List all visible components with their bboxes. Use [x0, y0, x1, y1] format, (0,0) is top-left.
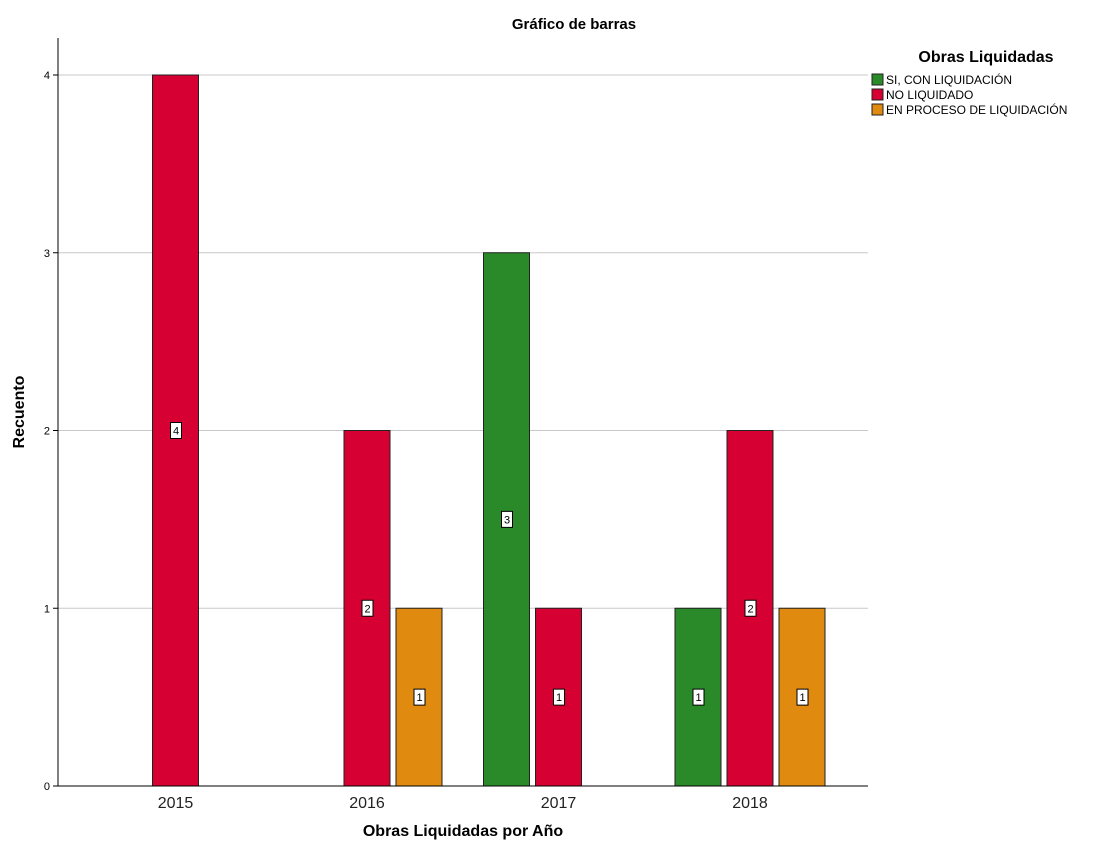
y-tick-label: 4 — [44, 70, 50, 82]
data-label: 3 — [504, 514, 510, 526]
legend-swatch — [871, 88, 884, 101]
data-label-box — [361, 599, 374, 617]
x-tick-label: 2017 — [541, 795, 577, 812]
data-label: 1 — [556, 692, 562, 704]
data-label-box — [553, 688, 565, 706]
data-label-box — [796, 688, 809, 706]
legend-title: Obras Liquidadas — [918, 49, 1053, 66]
data-label-box — [413, 688, 426, 706]
legend-swatch — [871, 103, 884, 116]
legend-swatch — [871, 73, 884, 86]
data-label: 1 — [695, 692, 701, 704]
data-labels: 3 1 4 2 1 2 1 1 — [170, 422, 809, 706]
y-tick-label: 0 — [44, 781, 50, 793]
y-tick-label: 3 — [44, 248, 50, 260]
x-tick-label: 2016 — [349, 795, 385, 812]
data-label: 2 — [364, 603, 370, 615]
y-tick-label: 1 — [44, 603, 50, 615]
data-label-box — [692, 688, 705, 706]
data-label: 4 — [173, 426, 179, 438]
y-tick-label: 2 — [44, 426, 50, 438]
data-label-box — [170, 422, 182, 439]
x-tick-label: 2015 — [158, 795, 194, 812]
x-axis-title: Obras Liquidadas por Año — [363, 823, 564, 840]
data-label: 1 — [799, 692, 805, 704]
data-label-box — [744, 599, 757, 617]
legend-label: NO LIQUIDADO — [886, 88, 973, 102]
data-label: 2 — [747, 603, 753, 615]
data-label-box — [501, 510, 513, 528]
y-axis-title: Recuento — [11, 375, 28, 448]
legend-label: SI, CON LIQUIDACIÓN — [886, 72, 1012, 87]
data-label: 1 — [416, 692, 422, 704]
x-tick-label: 2018 — [732, 795, 768, 812]
chart-title: Gráfico de barras — [512, 16, 636, 33]
legend-label: EN PROCESO DE LIQUIDACIÓN — [886, 102, 1067, 117]
x-tick-labels: 2015 2016 2017 2018 — [158, 795, 768, 812]
y-tick-labels: 0 1 2 3 4 — [44, 70, 58, 793]
